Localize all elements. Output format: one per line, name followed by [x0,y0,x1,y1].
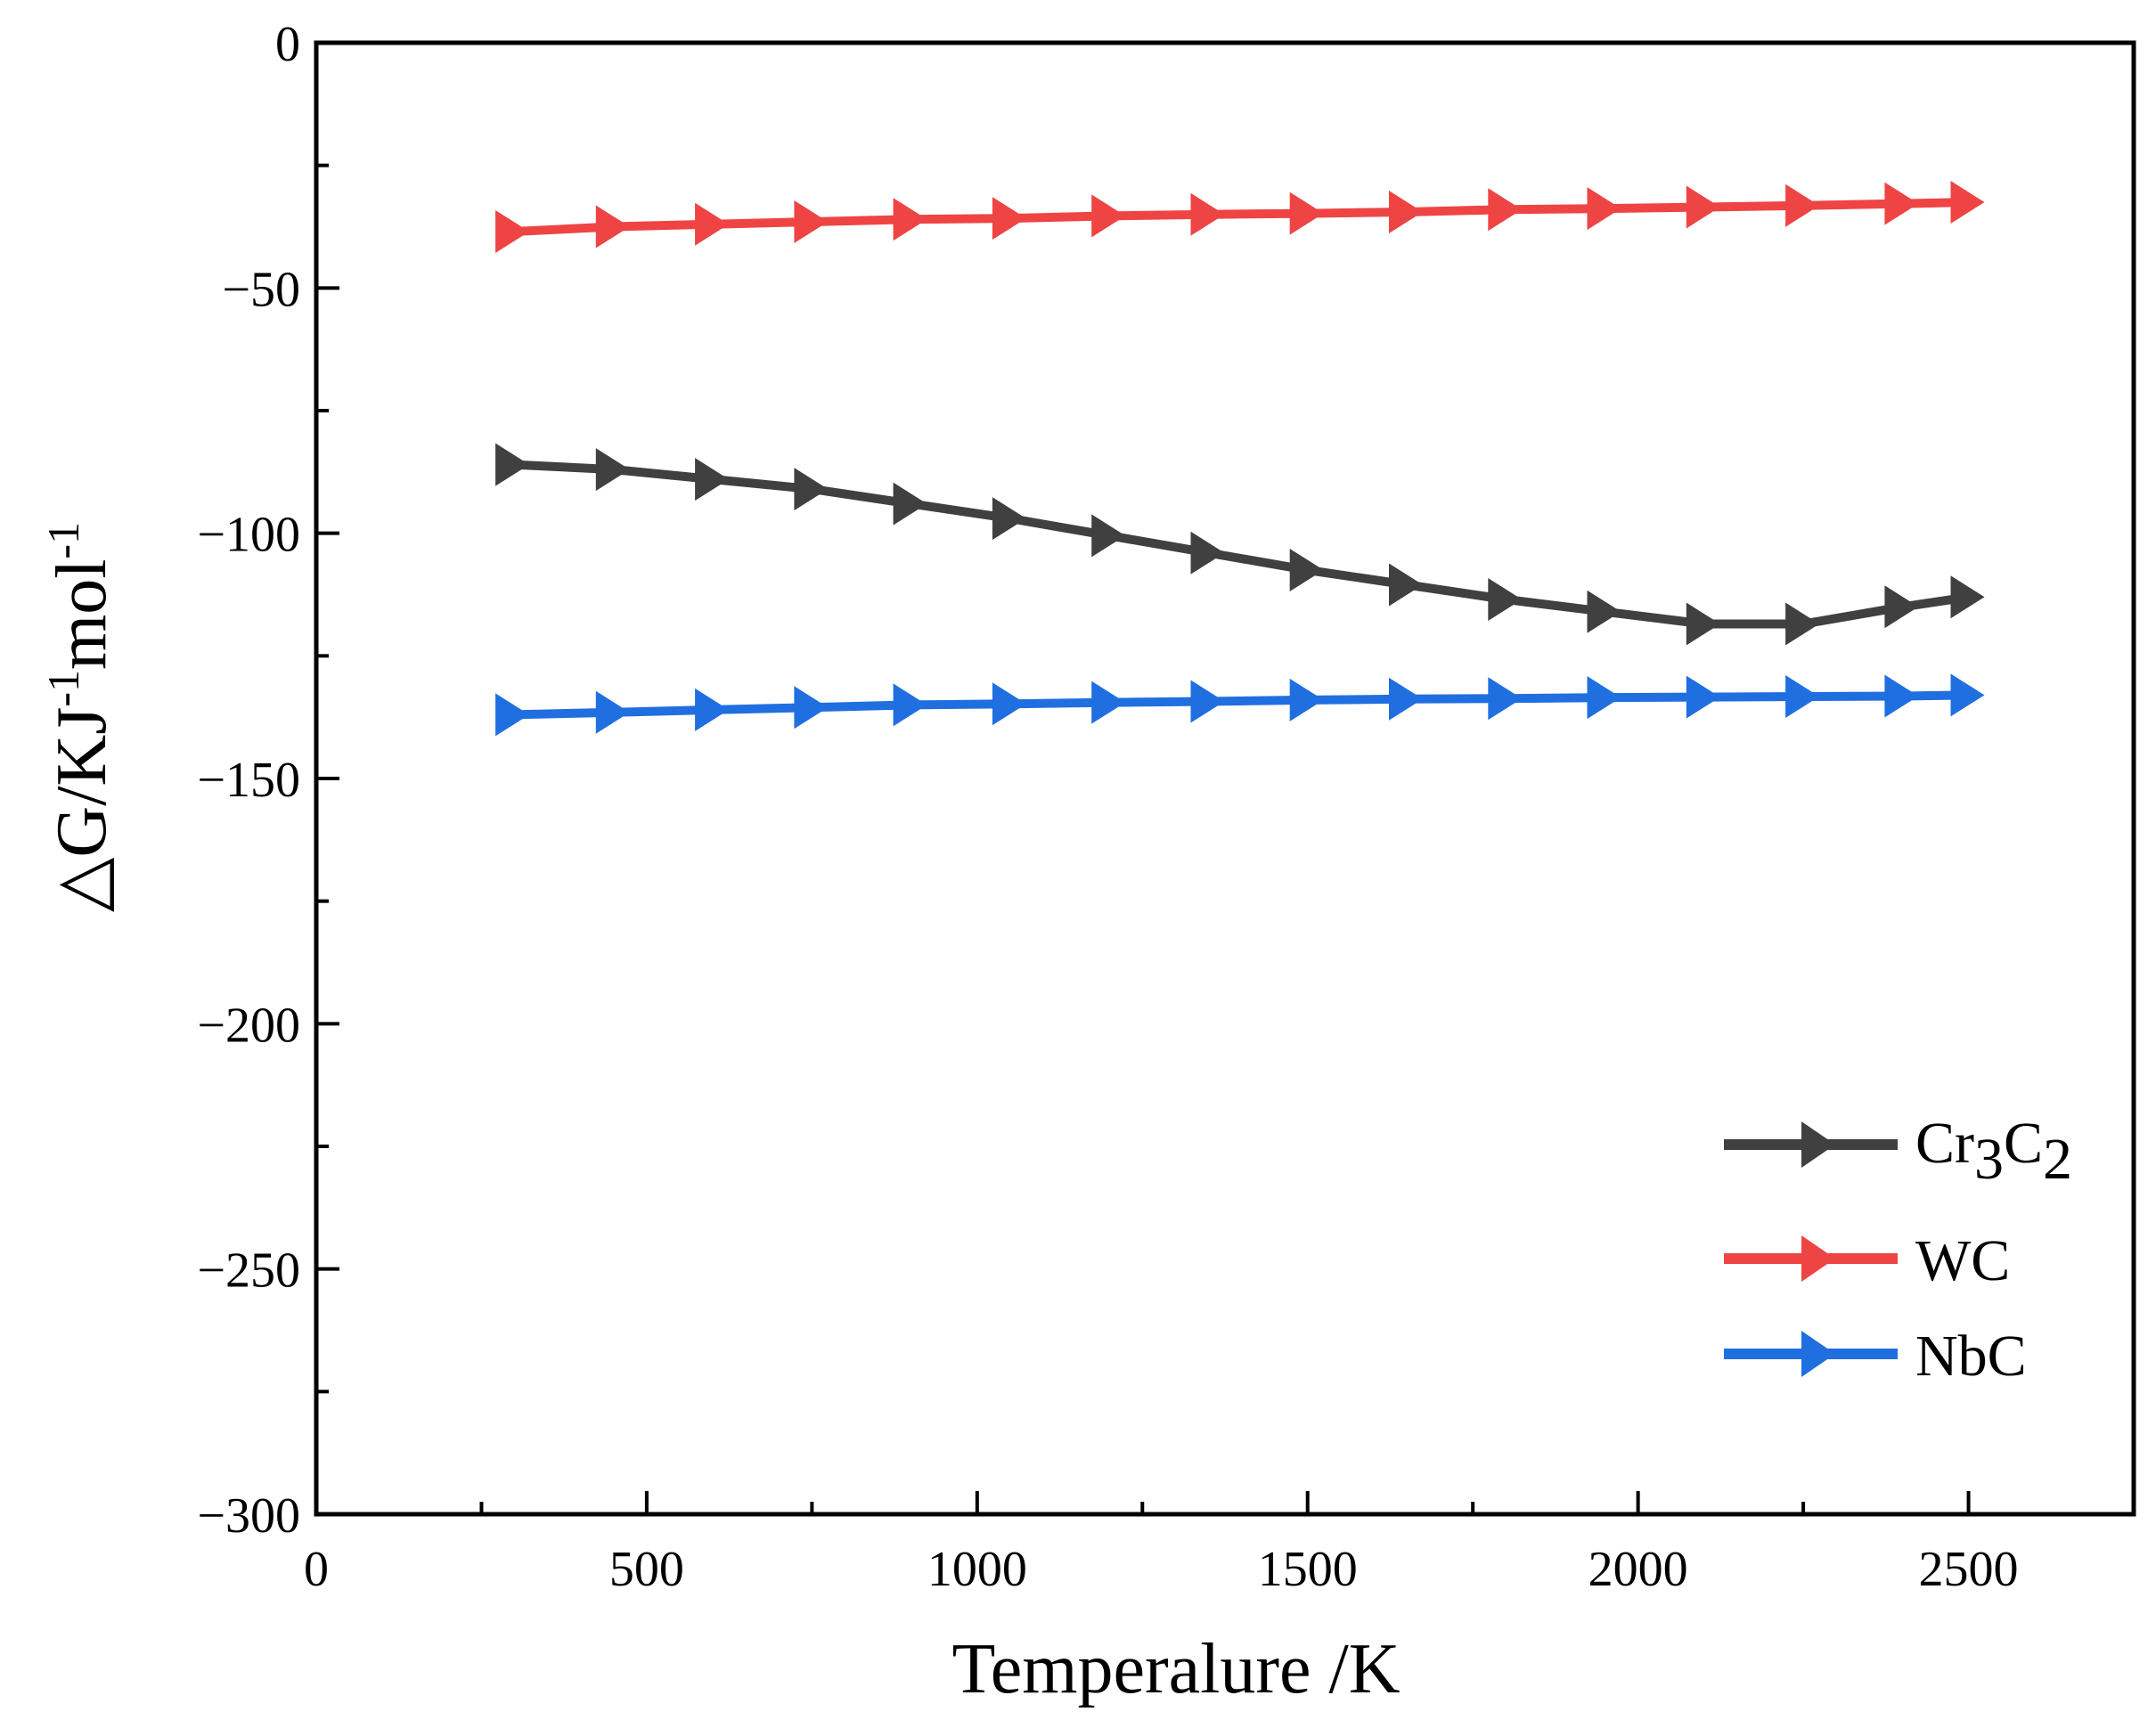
data-point-wc [1884,182,1919,225]
y-axis-title-mid: mol [43,559,121,670]
x-tick-label: 1500 [1258,1542,1358,1597]
data-point-cr3c2 [794,468,829,511]
svg-text:△G/KJ-1mol-1: △G/KJ-1mol-1 [38,522,121,912]
series-layer [495,181,1985,737]
x-tick-label: 500 [609,1542,684,1597]
data-point-nbc [695,688,730,731]
data-point-cr3c2 [495,443,530,486]
legend-label-cr3c2-sub2: 2 [2043,1127,2072,1192]
x-axis-title: Temperalure /K [951,1630,1400,1708]
data-point-nbc [595,690,630,734]
data-point-cr3c2 [1190,531,1225,575]
y-axis-title-sup1: -1 [38,670,88,707]
series-line-nbc [512,690,1969,720]
data-point-nbc [1587,676,1621,720]
data-point-nbc [1389,677,1423,721]
data-point-cr3c2 [1389,563,1423,607]
y-axis-title-sup2: -1 [38,522,88,559]
data-point-nbc [495,693,530,737]
data-point-nbc [1289,678,1324,721]
data-point-nbc [1091,681,1126,724]
y-tick-label: −100 [197,508,300,563]
plot-frame [314,40,2136,1517]
data-point-cr3c2 [1488,578,1523,621]
data-point-nbc [1686,675,1720,719]
legend-label-wc: WC [1915,1228,2010,1293]
series-cr3c2 [495,443,1985,646]
series-nbc [495,673,1985,737]
x-tick-label: 2000 [1588,1542,1688,1597]
y-tick-label: 0 [275,17,300,72]
legend-item-cr3c2: Cr3C2 [1724,1111,2072,1192]
x-tick-label: 2500 [1919,1542,2019,1597]
x-tick-label: 0 [304,1542,329,1597]
data-point-wc [595,205,630,249]
legend-marker-nbc [1801,1331,1835,1377]
data-point-cr3c2 [695,458,730,501]
legend-marker-cr3c2 [1801,1121,1835,1168]
legend-item-wc: WC [1724,1228,2010,1293]
legend: Cr3C2 WC NbC [1724,1111,2072,1389]
data-point-nbc [1785,675,1820,718]
legend-label-cr3c2-sub1: 3 [1974,1127,2004,1192]
data-point-wc [495,210,530,253]
data-point-wc [794,200,829,243]
data-point-nbc [992,682,1026,726]
svg-text:Cr3C2: Cr3C2 [1915,1111,2072,1192]
x-axis-ticks: 0 500 1000 1500 2000 2500 [304,1491,2019,1597]
data-point-wc [1488,188,1523,232]
legend-label-nbc: NbC [1915,1324,2027,1389]
y-axis-title: △G/KJ-1mol-1 [38,522,121,912]
data-point-nbc [1950,673,1985,717]
data-point-wc [1587,187,1621,231]
data-point-cr3c2 [595,448,630,492]
data-point-nbc [893,683,927,727]
x-tick-label: 1000 [927,1542,1027,1597]
y-tick-label: −300 [197,1488,300,1544]
series-wc [495,181,1985,253]
y-tick-label: −150 [197,753,300,808]
y-tick-label: −250 [197,1243,300,1299]
data-point-wc [1190,192,1225,236]
legend-label-cr3c2-main: Cr [1915,1111,1974,1176]
data-point-wc [695,202,730,246]
series-line-wc [512,198,1969,236]
data-point-cr3c2 [1686,602,1720,646]
data-point-cr3c2 [1587,590,1621,633]
data-point-cr3c2 [1785,602,1820,646]
data-point-wc [1389,191,1423,233]
axes-frame [314,40,2136,1517]
data-point-cr3c2 [893,482,927,526]
y-axis-title-main: △G/KJ [43,707,121,912]
data-point-wc [1686,185,1720,229]
y-axis-ticks: 0 −50 −100 −150 −200 −250 −300 [197,17,339,1544]
data-point-wc [1785,183,1820,227]
data-point-cr3c2 [992,497,1026,541]
data-point-cr3c2 [1950,575,1985,619]
legend-label-cr3c2-mid: C [2004,1111,2043,1176]
data-point-cr3c2 [1289,549,1324,591]
data-point-nbc [1488,677,1523,721]
legend-marker-wc [1801,1235,1835,1282]
data-point-cr3c2 [1091,514,1126,558]
data-point-wc [992,197,1026,240]
y-tick-label: −50 [222,262,300,317]
data-point-wc [893,198,927,241]
data-point-wc [1289,192,1324,235]
data-point-cr3c2 [1884,585,1919,629]
data-point-nbc [1190,680,1225,723]
data-point-nbc [1884,674,1919,718]
series-line-cr3c2 [512,460,1970,629]
data-point-wc [1091,194,1126,238]
data-point-wc [1950,181,1985,224]
legend-item-nbc: NbC [1724,1324,2027,1389]
y-tick-label: −200 [197,998,300,1053]
data-point-nbc [794,686,829,730]
